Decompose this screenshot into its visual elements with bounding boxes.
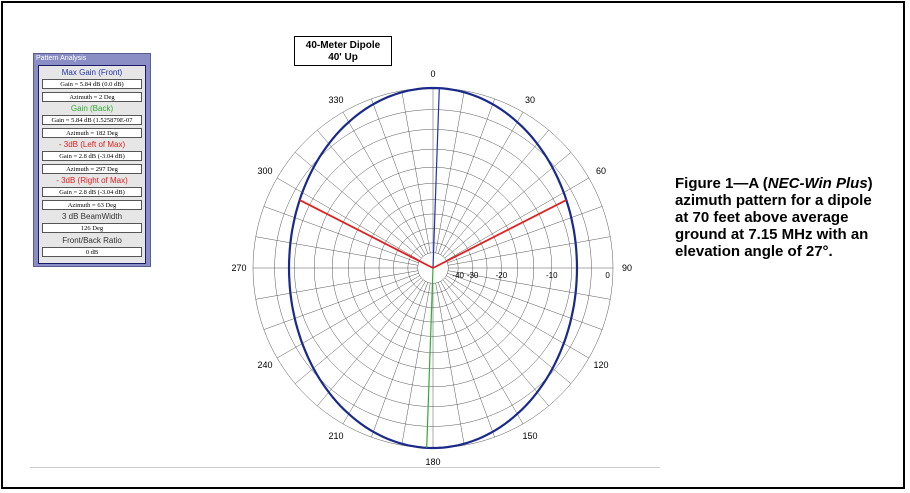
polar-grid (252, 87, 614, 449)
grid-spoke (276, 275, 420, 359)
back-gain-azimuth: Azimuth = 182 Deg (42, 128, 142, 138)
grid-spoke (317, 129, 424, 257)
panel-body: Max Gain (Front) Gain = 5.84 dB (0.0 dB)… (38, 65, 146, 264)
grid-spoke (263, 206, 419, 264)
angle-label: 30 (525, 95, 535, 105)
pattern-curve (287, 86, 579, 450)
gain-line (426, 267, 434, 448)
gain-line (432, 199, 567, 269)
left-3db-label: - 3dB (Left of Max) (58, 140, 126, 149)
grid-spoke (263, 272, 419, 330)
grid-spoke (435, 283, 465, 446)
grid-spoke (444, 152, 572, 259)
grid-spoke (255, 270, 418, 300)
angle-label: 120 (593, 360, 608, 370)
right-3db-value: Gain = 2.8 dB (-3.04 dB) (42, 187, 142, 197)
grid-spoke (437, 98, 495, 254)
angle-label: 270 (231, 263, 246, 273)
left-3db-value: Gain = 2.8 dB (-3.04 dB) (42, 151, 142, 161)
angle-label: 0 (430, 69, 435, 79)
grid-spoke (317, 279, 424, 407)
front-back-value: 0 dB (42, 247, 142, 257)
right-3db-label: - 3dB (Right of Max) (56, 176, 128, 185)
gain-line (299, 199, 434, 269)
grid-spoke (446, 177, 590, 261)
radial-tick-label: -40 (452, 271, 464, 280)
caption-italic: NEC-Win Plus (767, 175, 868, 192)
angle-label: 300 (257, 166, 272, 176)
grid-spoke (294, 277, 422, 384)
grid-spoke (401, 283, 431, 446)
grid-spoke (440, 281, 524, 425)
grid-spoke (342, 281, 426, 425)
grid-spoke (448, 236, 611, 266)
chart-title-line1: 40-Meter Dipole (305, 40, 381, 51)
grid-spoke (444, 277, 572, 384)
angle-label: 150 (522, 431, 537, 441)
radial-tick-label: 0 (605, 271, 610, 280)
figure-caption: Figure 1—A (NEC-Win Plus) azimuth patter… (675, 175, 885, 260)
grid-spoke (442, 279, 549, 407)
max-gain-value: Gain = 5.84 dB (0.0 dB) (42, 79, 142, 89)
angle-label: 60 (596, 166, 606, 176)
max-gain-label: Max Gain (Front) (61, 68, 123, 77)
bottom-rule (30, 467, 660, 468)
gain-lines (299, 88, 567, 448)
grid-spoke (294, 152, 422, 259)
radial-tick-labels: -40 -30 -20 -10 0 (452, 271, 610, 280)
angle-tick-labels: 0 30 60 90 120 150 180 210 240 270 300 330 (231, 69, 632, 467)
radial-tick-label: -30 (467, 271, 479, 280)
front-back-label: Front/Back Ratio (62, 236, 122, 245)
angle-label: 180 (425, 457, 440, 467)
back-gain-label: Gain (Back) (70, 104, 114, 113)
caption-part2: ) azimuth pattern for a dipole at 70 fee… (675, 175, 873, 260)
panel-title: Pattern Analysis (36, 55, 87, 62)
beamwidth-value: 126 Deg (42, 223, 142, 233)
radial-tick-label: -10 (546, 271, 558, 280)
right-3db-azimuth: Azimuth = 63 Deg (42, 200, 142, 210)
caption-part1: Figure 1—A ( (675, 175, 768, 192)
gain-line (432, 88, 440, 269)
radial-tick-label: -20 (496, 271, 508, 280)
grid-spoke (446, 275, 590, 359)
chart-title-line2: 40' Up (328, 52, 358, 63)
grid-spoke (371, 98, 429, 254)
left-3db-azimuth: Azimuth = 297 Deg (42, 164, 142, 174)
angle-label: 330 (328, 95, 343, 105)
grid-spoke (401, 90, 431, 253)
grid-spoke (447, 206, 603, 264)
chart-title-box: 40-Meter Dipole 40' Up (294, 36, 392, 66)
angle-label: 90 (622, 263, 632, 273)
max-gain-azimuth: Azimuth = 2 Deg (42, 92, 142, 102)
beamwidth-label: 3 dB BeamWidth (61, 212, 123, 221)
grid-spoke (255, 236, 418, 266)
grid-spoke (442, 129, 549, 257)
grid-spoke (342, 111, 426, 255)
grid-spoke (435, 90, 465, 253)
grid-spoke (276, 177, 420, 261)
grid-spoke (437, 282, 495, 438)
grid-spoke (448, 270, 611, 300)
angle-label: 210 (328, 431, 343, 441)
pattern-layer (287, 86, 579, 450)
grid-spoke (447, 272, 603, 330)
angle-label: 240 (257, 360, 272, 370)
back-gain-value: Gain = 5.84 dB (1.525879E-07 (42, 115, 142, 125)
grid-spoke (440, 111, 524, 255)
pattern-analysis-panel: Pattern Analysis Max Gain (Front) Gain =… (33, 53, 151, 267)
grid-spoke (371, 282, 429, 438)
